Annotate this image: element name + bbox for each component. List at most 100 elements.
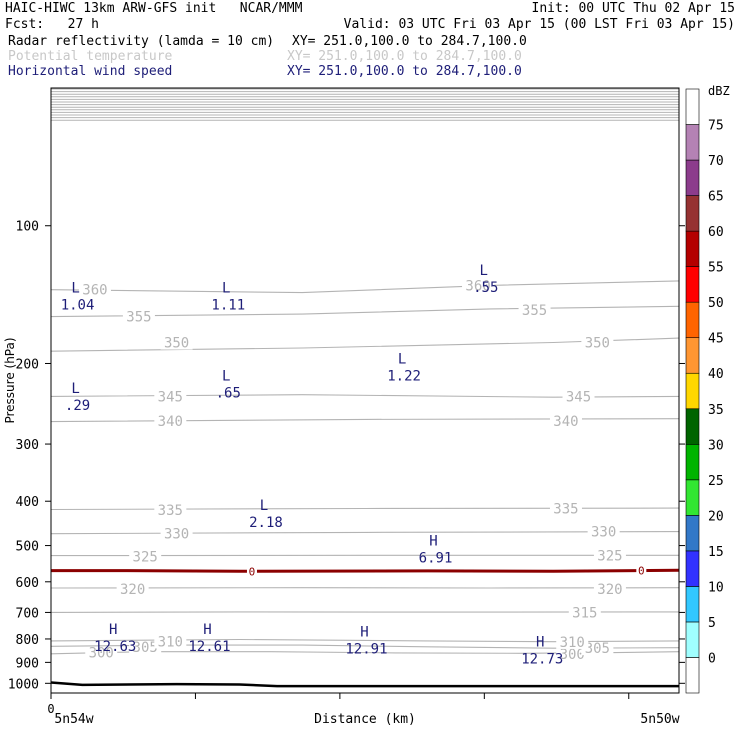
freezing-label-bg xyxy=(636,564,647,577)
colorbar-swatch xyxy=(685,515,700,552)
colorbar-level-label: 70 xyxy=(708,154,724,169)
y-tick-label: 800 xyxy=(16,633,39,648)
theta-contour-350 xyxy=(50,337,680,352)
colorbar-swatch xyxy=(685,301,700,339)
colorbar-level-label: 30 xyxy=(708,438,724,453)
colorbar-swatch xyxy=(685,657,700,694)
y-axis-title: Pressure (hPa) xyxy=(3,337,17,423)
freezing-level-line xyxy=(51,568,680,573)
theta-label-305: 305 xyxy=(133,640,158,656)
x-zero-label: 0 xyxy=(47,702,54,716)
wind-extremum-marker: H xyxy=(109,622,117,638)
colorbar-swatch xyxy=(685,230,700,267)
theta-label-bg xyxy=(154,388,187,404)
theta-label-bg xyxy=(160,525,193,541)
theta-label-300: 300 xyxy=(560,647,585,663)
theta-label-310: 310 xyxy=(158,634,183,650)
theta-label-bg xyxy=(160,334,193,350)
colorbar-swatch xyxy=(685,621,700,658)
field-wind-xy: XY= 251.0,100.0 to 284.7,100.0 xyxy=(287,64,522,79)
theta-label-300: 300 xyxy=(89,646,114,662)
theta-label-bg xyxy=(549,500,582,516)
colorbar-level-label: 75 xyxy=(708,119,724,134)
theta-label-bg xyxy=(129,638,162,654)
theta-label-320: 320 xyxy=(597,582,622,598)
field-wind-label: Horizontal wind speed xyxy=(8,64,173,79)
wind-extremum-marker: H xyxy=(203,622,211,638)
colorbar-swatch xyxy=(685,408,700,445)
wind-extremum-marker: H xyxy=(536,634,544,650)
wind-extremum-value: 1.22 xyxy=(387,368,421,384)
theta-label-335: 335 xyxy=(158,503,183,519)
theta-contour-355 xyxy=(50,305,680,318)
wind-extremum-marker: H xyxy=(360,624,368,640)
colorbar-level-label: 10 xyxy=(708,580,724,595)
y-tick-label: 300 xyxy=(16,438,39,453)
wind-extremum-marker: L xyxy=(222,281,230,297)
theta-label-bg xyxy=(78,281,111,297)
theta-label-335: 335 xyxy=(553,502,578,518)
colorbar-level-label: 25 xyxy=(708,474,724,489)
theta-label-360: 360 xyxy=(82,283,107,299)
theta-label-bg xyxy=(549,412,582,428)
theta-label-bg xyxy=(518,302,551,318)
wind-extremum-value: .29 xyxy=(65,398,90,414)
theta-label-bg xyxy=(129,548,162,564)
wind-extremum-value: .55 xyxy=(473,280,498,296)
colorbar-swatch xyxy=(685,586,700,623)
theta-contour-335 xyxy=(50,507,680,511)
colorbar-swatch xyxy=(685,124,700,161)
theta-label-360: 360 xyxy=(465,278,490,294)
wind-extremum-marker: L xyxy=(71,281,79,297)
freezing-label-bg xyxy=(246,565,257,578)
theta-label-330: 330 xyxy=(591,525,616,541)
x-right-location-label: 5n50w xyxy=(640,712,679,727)
theta-label-bg xyxy=(154,501,187,517)
colorbar-swatch xyxy=(685,337,700,374)
field-reflectivity-label: Radar reflectivity (lamda = 10 cm) xyxy=(8,34,275,49)
theta-label-340: 340 xyxy=(553,414,578,430)
colorbar-level-label: 40 xyxy=(708,367,724,382)
plot-frame xyxy=(50,87,680,694)
theta-label-310: 310 xyxy=(560,635,585,651)
wind-extremum-marker: L xyxy=(398,351,406,367)
y-tick-label: 1000 xyxy=(8,677,39,692)
theta-label-bg xyxy=(587,523,620,539)
theta-label-345: 345 xyxy=(566,389,591,405)
theta-label-325: 325 xyxy=(133,549,158,565)
terrain-surface-line xyxy=(50,681,679,688)
theta-label-bg xyxy=(85,644,118,660)
wind-extremum-value: .65 xyxy=(216,386,241,402)
freezing-level-label: 0 xyxy=(249,565,256,578)
y-tick-label: 100 xyxy=(16,220,39,235)
theta-label-bg xyxy=(581,640,614,656)
theta-label-325: 325 xyxy=(597,549,622,565)
colorbar-swatch xyxy=(685,550,700,587)
wind-extremum-marker: L xyxy=(222,369,230,385)
init-time: Init: 00 UTC Thu 02 Apr 15 xyxy=(531,1,736,16)
theta-label-bg xyxy=(556,645,589,661)
theta-label-305: 305 xyxy=(585,641,610,657)
theta-label-bg xyxy=(462,277,495,293)
model-title: HAIC-HIWC 13km ARW-GFS init NCAR/MMM xyxy=(5,1,303,16)
colorbar-swatch xyxy=(685,195,700,232)
theta-label-330: 330 xyxy=(164,526,189,542)
colorbar-swatch xyxy=(685,443,700,481)
colorbar-unit: dBZ xyxy=(708,84,730,98)
colorbar-level-label: 50 xyxy=(708,296,724,311)
colorbar-swatch xyxy=(685,88,700,125)
theta-label-320: 320 xyxy=(120,582,145,598)
colorbar-swatch xyxy=(685,479,700,516)
theta-label-350: 350 xyxy=(164,336,189,352)
valid-time: Valid: 03 UTC Fri 03 Apr 15 (00 LST Fri … xyxy=(343,17,735,32)
wind-extremum-value: 2.18 xyxy=(249,515,283,531)
theta-label-bg xyxy=(581,334,614,350)
colorbar-level-label: 0 xyxy=(708,651,716,666)
x-axis-title: Distance (km) xyxy=(314,712,416,727)
theta-label-355: 355 xyxy=(126,310,151,326)
wind-extremum-marker: L xyxy=(260,498,268,514)
y-tick-label: 600 xyxy=(16,576,39,591)
wind-extremum-value: 6.91 xyxy=(419,551,453,567)
theta-label-355: 355 xyxy=(522,303,547,319)
colorbar-swatch xyxy=(685,159,700,196)
